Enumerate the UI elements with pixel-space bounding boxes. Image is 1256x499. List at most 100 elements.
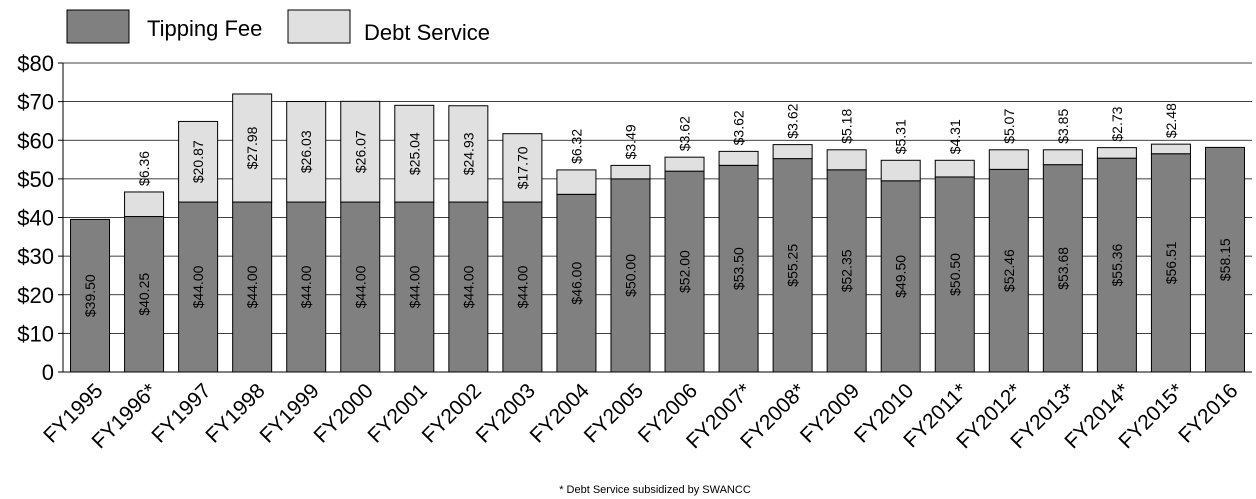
bar-tipping-fee [556, 193, 597, 373]
label-debt-service: $6.32 [568, 129, 584, 164]
bar-debt-service [718, 150, 759, 166]
label-debt-service: $26.03 [298, 130, 314, 173]
label-debt-service: $17.70 [514, 146, 530, 189]
bar-debt-service [610, 164, 651, 180]
label-tipping-fee: $39.50 [82, 274, 98, 317]
label-debt-service: $26.07 [352, 130, 368, 173]
label-debt-service: $3.85 [1055, 109, 1071, 144]
label-tipping-fee: $44.00 [244, 265, 260, 308]
footnote: * Debt Service subsidized by SWANCC [559, 484, 751, 496]
y-tick-label: 0 [42, 360, 54, 385]
y-axis-ticks: 0 $10 $20 $30 $40 $50 $60 $70 $80 [17, 51, 63, 385]
bar-debt-service [124, 191, 165, 218]
bar-tipping-fee [232, 201, 273, 373]
x-tick-label: FY2009 [796, 379, 864, 447]
label-tipping-fee: $53.68 [1055, 247, 1071, 290]
bar-debt-service [880, 159, 921, 182]
bar-tipping-fee [70, 218, 111, 373]
y-tick-label: $70 [17, 90, 54, 115]
label-tipping-fee: $52.35 [839, 249, 855, 292]
label-debt-service: $5.31 [893, 119, 909, 154]
label-tipping-fee: $56.51 [1163, 241, 1179, 284]
bar-tipping-fee [610, 178, 651, 373]
label-debt-service: $4.31 [947, 119, 963, 154]
label-debt-service: $25.04 [406, 132, 422, 175]
x-tick-label: FY1998 [201, 379, 269, 447]
bar-tipping-fee [394, 201, 435, 373]
bars: $39.50 $40.25 $6.36 $44.00 $20.87 $44.00 $27.9… [70, 93, 1245, 373]
bar-tipping-fee [1042, 164, 1083, 373]
bar-debt-service [934, 159, 975, 178]
y-tick-label: $20 [17, 283, 54, 308]
x-tick-label: FY1997 [147, 379, 215, 447]
label-tipping-fee: $44.00 [514, 265, 530, 308]
axes [62, 63, 1252, 373]
bar-debt-service [394, 104, 435, 203]
bar-debt-service [1096, 147, 1137, 159]
label-tipping-fee: $53.50 [731, 247, 747, 290]
bar-debt-service [340, 100, 381, 203]
label-tipping-fee: $44.00 [352, 265, 368, 308]
bar-debt-service [826, 149, 867, 171]
label-debt-service: $27.98 [244, 126, 260, 169]
legend-swatch-debt-service [287, 9, 351, 44]
label-debt-service: $2.48 [1163, 103, 1179, 138]
label-tipping-fee: $44.00 [460, 265, 476, 308]
bar-tipping-fee [988, 168, 1029, 373]
bar-tipping-fee [772, 158, 813, 373]
x-tick-label: FY2002 [418, 379, 486, 447]
label-tipping-fee: $44.00 [406, 265, 422, 308]
label-tipping-fee: $58.15 [1217, 238, 1233, 281]
label-tipping-fee: $44.00 [298, 265, 314, 308]
label-debt-service: $5.18 [839, 109, 855, 144]
y-tick-label: $40 [17, 206, 54, 231]
label-tipping-fee: $52.00 [677, 250, 693, 293]
y-tick-label: $60 [17, 128, 54, 153]
bar-tipping-fee [664, 170, 705, 373]
bar-debt-service [448, 105, 489, 203]
x-tick-label: FY2003 [472, 379, 540, 447]
label-debt-service: $3.49 [622, 124, 638, 159]
label-debt-service: $3.62 [677, 116, 693, 151]
bar-tipping-fee [1204, 146, 1245, 373]
x-tick-label: FY2005 [580, 379, 648, 447]
legend: Tipping Fee Debt Service [66, 9, 490, 45]
label-debt-service: $24.93 [460, 132, 476, 175]
label-tipping-fee: $55.25 [785, 244, 801, 287]
bar-debt-service [1150, 143, 1191, 155]
x-tick-label: FY1999 [255, 379, 323, 447]
label-tipping-fee: $50.50 [947, 253, 963, 296]
label-tipping-fee: $52.46 [1001, 249, 1017, 292]
bar-tipping-fee [178, 201, 219, 373]
bar-debt-service [286, 101, 327, 203]
y-tick-label: $80 [17, 51, 54, 76]
bar-debt-service [664, 156, 705, 172]
x-axis-ticks: FY1995FY1996*FY1997FY1998FY1999FY2000FY2… [39, 379, 1242, 453]
bar-tipping-fee [124, 216, 165, 373]
y-tick-label: $30 [17, 244, 54, 269]
label-tipping-fee: $55.36 [1109, 243, 1125, 286]
label-tipping-fee: $46.00 [568, 262, 584, 305]
label-tipping-fee: $50.00 [622, 254, 638, 297]
label-debt-service: $3.62 [785, 103, 801, 138]
label-tipping-fee: $40.25 [136, 273, 152, 316]
y-tick-label: $50 [17, 167, 54, 192]
label-debt-service: $3.62 [731, 110, 747, 145]
x-tick-label: FY2000 [310, 379, 378, 447]
bar-debt-service [178, 120, 219, 203]
label-debt-service: $20.87 [190, 140, 206, 183]
x-tick-label: FY2016 [1174, 379, 1242, 447]
bar-debt-service [556, 169, 597, 195]
label-debt-service: $2.73 [1109, 106, 1125, 141]
legend-label-debt-service: Debt Service [364, 20, 490, 45]
x-tick-label: FY2001 [364, 379, 432, 447]
label-tipping-fee: $44.00 [190, 265, 206, 308]
bar-tipping-fee [880, 180, 921, 373]
legend-label-tipping-fee: Tipping Fee [147, 16, 262, 41]
bar-debt-service [502, 133, 543, 203]
bar-debt-service [232, 93, 273, 203]
label-tipping-fee: $49.50 [893, 255, 909, 298]
label-debt-service: $6.36 [136, 151, 152, 186]
bar-debt-service [1042, 149, 1083, 166]
